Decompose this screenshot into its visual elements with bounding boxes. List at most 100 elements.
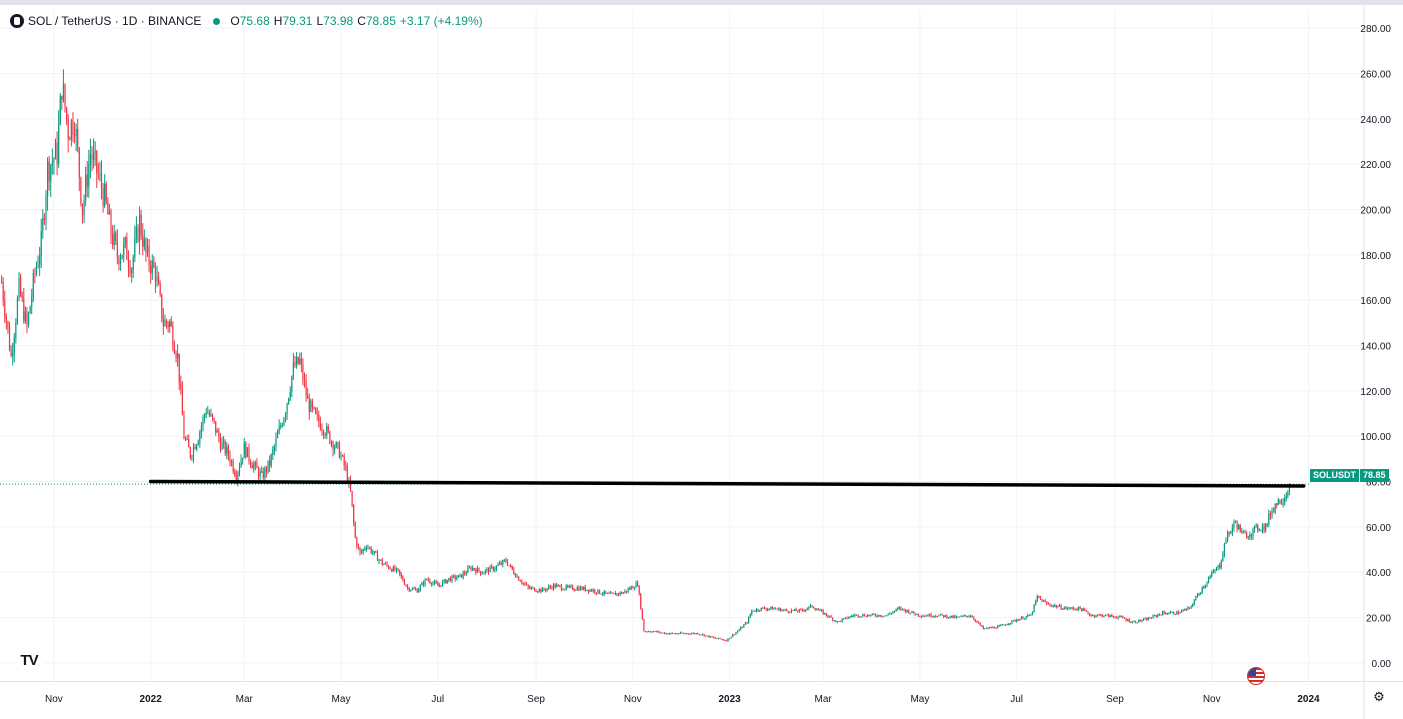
candle-body [771, 606, 774, 610]
candle-body [237, 472, 239, 481]
candle-body [1196, 594, 1199, 597]
candle-body [1033, 604, 1035, 612]
settings-icon[interactable]: ⚙ [1373, 689, 1385, 704]
candle-body [562, 589, 564, 591]
candle-body [259, 471, 261, 477]
candle-body [694, 633, 696, 635]
candle-body [1077, 606, 1080, 610]
candle-body [89, 154, 92, 165]
candle-body [459, 574, 461, 576]
candle-body [1096, 614, 1099, 616]
candle-body [679, 632, 682, 634]
candle-body [56, 142, 58, 164]
candle-body [435, 581, 437, 584]
candle-body [291, 376, 293, 392]
candle-body [172, 326, 174, 347]
candle-body [873, 613, 875, 615]
candle-body [135, 227, 137, 238]
candle-body [654, 631, 656, 633]
candle-body [72, 120, 74, 135]
symbol-title[interactable]: SOL / TetherUS · 1D · BINANCE [28, 14, 202, 28]
candle-body [901, 608, 904, 610]
candle-body [1119, 615, 1121, 618]
candle-body [1200, 592, 1202, 594]
candle-body [895, 609, 897, 611]
candle-body [307, 395, 309, 399]
candle-body [1112, 616, 1115, 618]
candle-body [1100, 614, 1102, 616]
candle-body [529, 587, 531, 589]
candle-body [1236, 522, 1238, 529]
candle-body [989, 627, 991, 629]
candle-body [521, 581, 523, 584]
candle-body [400, 573, 402, 577]
us-flag-icon[interactable] [1247, 667, 1265, 685]
candle-body [689, 633, 691, 635]
candle-body [749, 614, 751, 618]
candle-body [630, 586, 632, 590]
candle-body [684, 633, 686, 635]
candle-body [264, 467, 266, 479]
candle-body [492, 566, 494, 571]
candle-body [532, 587, 534, 589]
candle-body [1284, 498, 1286, 503]
candle-body [1227, 531, 1229, 541]
candle-body [1277, 499, 1279, 505]
candle-body [703, 634, 705, 637]
time-axis: Nov 2022 Mar May Jul Sep Nov 2023 Mar May Jul Sep No… [45, 694, 1320, 705]
candle-body [405, 584, 407, 587]
candle-body [1230, 532, 1232, 534]
candle-body [1169, 612, 1172, 614]
candle-body [175, 353, 177, 359]
candle-body [960, 615, 962, 617]
candle-body [83, 199, 85, 216]
candle-body [763, 607, 766, 609]
annotations-layer [0, 479, 1310, 488]
y-tick-label: 220.00 [1360, 160, 1391, 171]
candle-body [1244, 532, 1246, 534]
candle-body [1242, 530, 1245, 534]
candle-body [43, 217, 46, 220]
candle-body [649, 631, 651, 633]
candle-body [230, 461, 233, 463]
high-value: 79.31 [282, 14, 313, 28]
candle-body [86, 174, 88, 188]
candle-body [1163, 611, 1165, 613]
candle-body [319, 422, 321, 430]
candle-body [1215, 567, 1218, 571]
market-status-icon[interactable] [213, 17, 221, 25]
candle-body [600, 593, 602, 595]
candle-body [1152, 615, 1154, 618]
candle-body [859, 616, 861, 618]
candle-body [897, 608, 899, 610]
candle-body [1130, 622, 1132, 624]
candle-body [884, 615, 886, 617]
candle-body [245, 442, 247, 458]
candle-body [914, 613, 916, 615]
candle-body [787, 610, 789, 613]
candle-body [752, 610, 754, 612]
candle-body [909, 612, 911, 614]
tradingview-logo-icon[interactable]: TV [14, 648, 44, 672]
candle-body [613, 592, 615, 594]
candle-body [784, 609, 786, 611]
candle-body [1006, 624, 1008, 626]
candle-body [564, 589, 566, 591]
candle-body [472, 568, 474, 570]
candle-body [1279, 499, 1281, 504]
candle-body [481, 573, 483, 575]
y-tick-label: 280.00 [1360, 24, 1391, 35]
candle-body [123, 243, 125, 256]
y-tick-label: 20.00 [1366, 614, 1391, 625]
candle-body [1204, 584, 1206, 588]
candle-body [1158, 614, 1160, 616]
symbol-legend[interactable]: SOL / TetherUS · 1D · BINANCE O 75.68 H 79… [10, 12, 483, 30]
candle-body [924, 615, 926, 617]
candle-body [61, 95, 63, 101]
candle-body [200, 425, 203, 433]
candle-body [1063, 608, 1065, 610]
x-tick-label: 2022 [140, 694, 163, 705]
candle-body [240, 459, 242, 468]
candle-body [1085, 610, 1088, 612]
